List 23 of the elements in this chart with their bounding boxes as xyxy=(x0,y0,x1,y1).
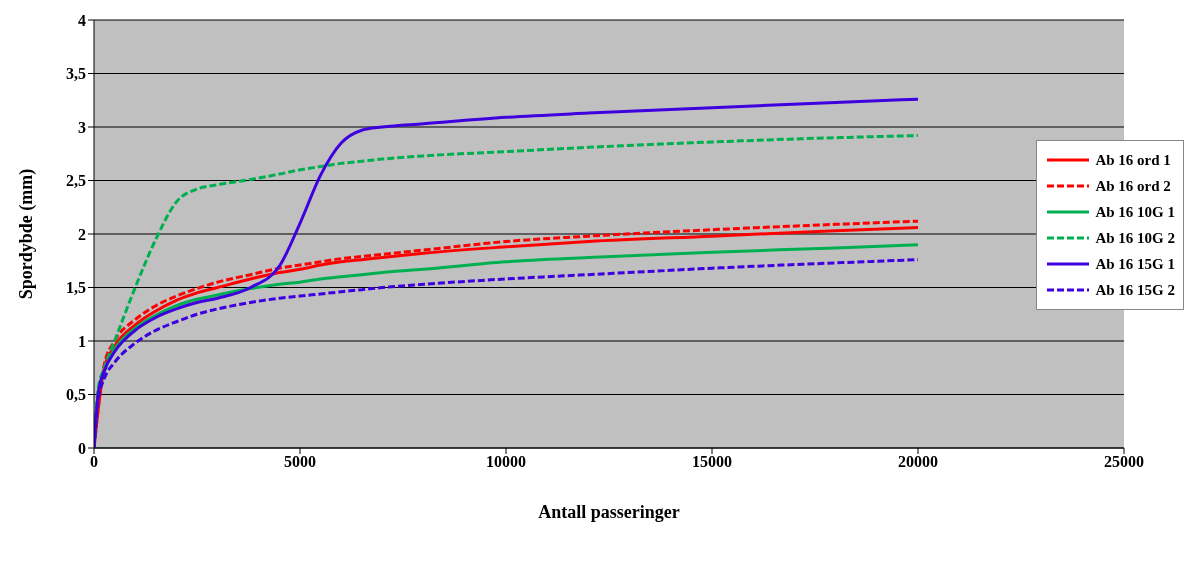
x-tick-label: 15000 xyxy=(692,453,732,471)
x-tick-label: 25000 xyxy=(1104,453,1144,471)
legend-label: Ab 16 15G 1 xyxy=(1095,255,1175,273)
y-tick-label: 1 xyxy=(78,332,86,350)
y-tick-label: 0 xyxy=(78,439,86,457)
legend-label: Ab 16 ord 2 xyxy=(1095,177,1171,195)
legend-label: Ab 16 15G 2 xyxy=(1095,281,1175,299)
y-tick-label: 0,5 xyxy=(66,386,86,404)
y-tick-label: 3,5 xyxy=(66,65,86,83)
y-tick-label: 1,5 xyxy=(66,279,86,297)
legend-label: Ab 16 10G 1 xyxy=(1095,203,1175,221)
x-tick-label: 20000 xyxy=(898,453,938,471)
legend-label: Ab 16 ord 1 xyxy=(1095,151,1171,169)
y-axis-title: Spordybde (mm) xyxy=(16,168,38,300)
x-axis-title: Antall passeringer xyxy=(538,502,680,522)
y-tick-label: 2,5 xyxy=(66,172,86,190)
x-tick-label: 5000 xyxy=(284,453,316,471)
legend-label: Ab 16 10G 2 xyxy=(1095,229,1175,247)
y-tick-label: 3 xyxy=(78,118,86,136)
x-tick-label: 10000 xyxy=(486,453,526,471)
y-tick-label: 4 xyxy=(78,11,86,29)
y-tick-label: 2 xyxy=(78,225,86,243)
x-tick-label: 0 xyxy=(90,453,98,471)
